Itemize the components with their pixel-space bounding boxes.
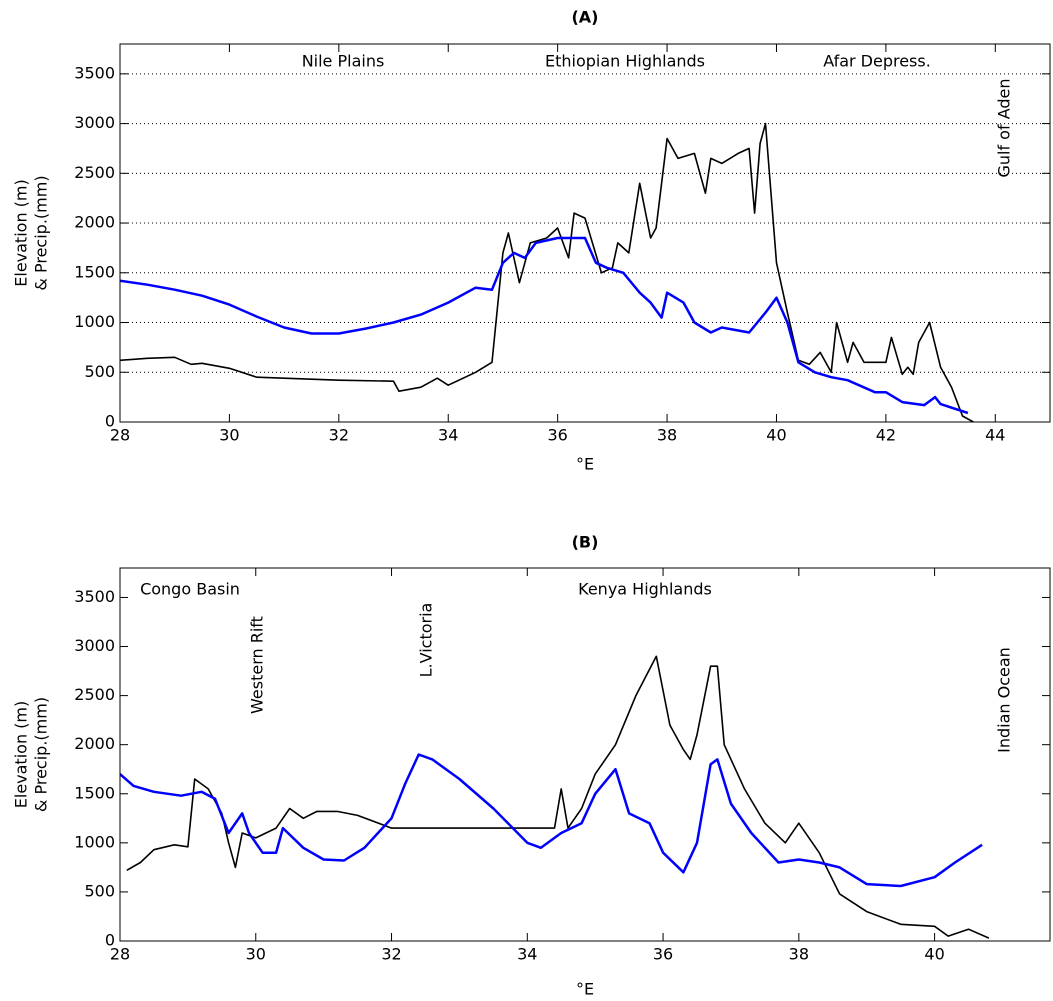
y-tick-label: 0 [105,931,115,950]
panel: 0 500 1000 1500 2000 2500 3000 3500 28 30 32 34 36 38… [12,8,1051,474]
y-tick-label: 3000 [74,636,115,655]
x-tick-label: 32 [329,426,349,445]
data-line [120,122,974,422]
y-tick-label: 3000 [74,113,115,132]
x-tick-label: 34 [438,426,458,445]
annotation: Congo Basin [140,580,240,599]
data-line [120,236,969,415]
plot-area [120,568,1050,941]
chart-title: (B) [572,533,599,552]
annotation: Ethiopian Highlands [545,52,705,71]
data-line [126,655,990,939]
x-tick-label: 38 [657,426,677,445]
y-tick-label: 3500 [74,587,115,606]
y-tick-label: 1500 [74,783,115,802]
x-axis-label: °E [576,455,594,474]
annotation: Kenya Highlands [578,580,712,599]
axes-box [119,43,1051,423]
annotation: Western Rift [248,616,267,714]
y-tick-label: 0 [105,412,115,431]
x-tick-label: 36 [547,426,567,445]
y-tick-label: 2500 [74,163,115,182]
x-axis-label: °E [576,980,594,999]
y-tick-label: 3500 [74,63,115,82]
y-tick-label: 2500 [74,685,115,704]
x-tick-label: 42 [876,426,896,445]
axes-box [119,567,1051,942]
annotation: Indian Ocean [995,647,1014,753]
data-line [120,753,983,888]
x-tick-label: 28 [110,945,130,964]
y-axis-label: Elevation (m) [12,179,31,286]
x-tick-label: 38 [789,945,809,964]
y-tick-label: 2000 [74,734,115,753]
y-tick-label: 1500 [74,262,115,281]
plot-area [120,44,1050,422]
y-axis-label: & Precip.(mm) [32,697,51,812]
x-tick-label: 28 [110,426,130,445]
x-tick-label: 34 [517,945,537,964]
x-tick-label: 40 [766,426,786,445]
y-tick-label: 500 [84,362,115,381]
x-tick-label: 44 [985,426,1005,445]
chart-title: (A) [571,8,598,27]
annotation: Gulf of Aden [995,78,1014,177]
panel: 0 500 1000 1500 2000 2500 3000 3500 28 30 32 34 36 38… [12,533,1051,999]
annotation: Nile Plains [302,52,385,71]
annotation: Afar Depress. [823,52,931,71]
x-tick-label: 30 [219,426,239,445]
x-tick-label: 36 [653,945,673,964]
y-tick-label: 1000 [74,832,115,851]
x-tick-label: 32 [381,945,401,964]
x-tick-label: 30 [246,945,266,964]
y-axis-label: & Precip.(mm) [32,175,51,290]
y-tick-label: 500 [84,881,115,900]
x-tick-label: 40 [924,945,944,964]
y-axis-label: Elevation (m) [12,701,31,808]
annotation: L.Victoria [417,603,436,678]
y-tick-label: 2000 [74,213,115,232]
y-tick-label: 1000 [74,312,115,331]
